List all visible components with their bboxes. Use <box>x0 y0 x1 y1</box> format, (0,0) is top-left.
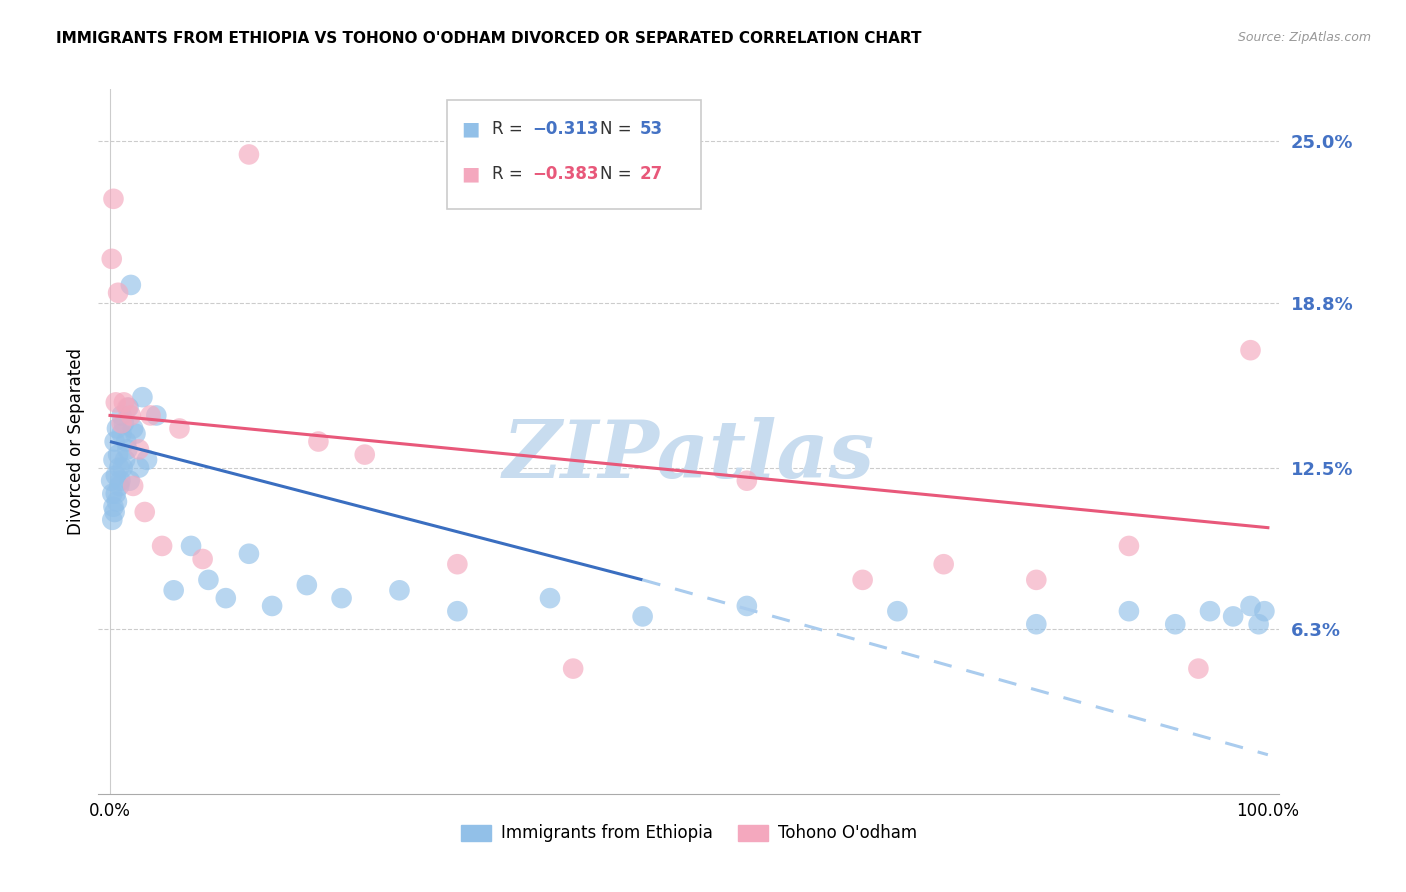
Point <box>735 599 758 613</box>
Point <box>1164 617 1187 632</box>
Point <box>197 573 219 587</box>
Point <box>139 409 162 423</box>
FancyBboxPatch shape <box>447 100 700 209</box>
Point <box>107 285 129 300</box>
Point <box>104 505 127 519</box>
Point <box>1187 662 1209 676</box>
Point <box>631 609 654 624</box>
Point <box>103 452 125 467</box>
Point <box>886 604 908 618</box>
Point <box>1247 617 1270 632</box>
Point <box>110 474 132 488</box>
Point <box>538 591 561 606</box>
Point <box>104 395 127 409</box>
Point <box>112 417 135 431</box>
Text: ■: ■ <box>461 164 479 183</box>
Point <box>110 409 132 423</box>
Point <box>180 539 202 553</box>
Point <box>117 401 139 415</box>
Text: Source: ZipAtlas.com: Source: ZipAtlas.com <box>1237 31 1371 45</box>
Point <box>114 452 136 467</box>
Point <box>108 479 131 493</box>
Point <box>932 558 955 572</box>
Point <box>101 487 124 501</box>
Point <box>163 583 186 598</box>
Point <box>105 494 128 508</box>
Point <box>104 468 127 483</box>
Point <box>330 591 353 606</box>
Point <box>388 583 411 598</box>
Text: N =: N = <box>600 165 637 183</box>
Point <box>1239 599 1261 613</box>
Point <box>117 401 139 415</box>
Point <box>128 442 150 457</box>
Point <box>1118 539 1140 553</box>
Point <box>238 147 260 161</box>
Point <box>307 434 329 449</box>
Point <box>124 426 146 441</box>
Point <box>169 421 191 435</box>
Point <box>100 252 122 266</box>
Point <box>238 547 260 561</box>
Point <box>100 474 122 488</box>
Point <box>122 479 145 493</box>
Point <box>105 421 128 435</box>
Text: 27: 27 <box>640 165 662 183</box>
Point <box>115 434 138 449</box>
Text: 53: 53 <box>640 120 662 138</box>
Point <box>107 448 129 462</box>
Point <box>103 500 125 514</box>
Point <box>1253 604 1275 618</box>
Point <box>104 434 127 449</box>
Point <box>122 421 145 435</box>
Point <box>1199 604 1222 618</box>
Point <box>118 474 141 488</box>
Point <box>446 604 468 618</box>
Point <box>1222 609 1244 624</box>
Point <box>112 395 135 409</box>
Point <box>852 573 875 587</box>
Text: ZIPatlas: ZIPatlas <box>503 417 875 494</box>
Point <box>104 487 127 501</box>
Point <box>134 505 156 519</box>
Text: −0.383: −0.383 <box>531 165 599 183</box>
Point <box>117 442 139 457</box>
Point <box>110 426 132 441</box>
Point <box>215 591 238 606</box>
Text: N =: N = <box>600 120 637 138</box>
Legend: Immigrants from Ethiopia, Tohono O'odham: Immigrants from Ethiopia, Tohono O'odham <box>454 818 924 849</box>
Point <box>131 390 153 404</box>
Text: R =: R = <box>492 165 527 183</box>
Point <box>191 552 214 566</box>
Point <box>262 599 284 613</box>
Point <box>295 578 318 592</box>
Text: −0.313: −0.313 <box>531 120 599 138</box>
Point <box>735 474 758 488</box>
Point <box>120 409 142 423</box>
Text: IMMIGRANTS FROM ETHIOPIA VS TOHONO O'ODHAM DIVORCED OR SEPARATED CORRELATION CHA: IMMIGRANTS FROM ETHIOPIA VS TOHONO O'ODH… <box>56 31 922 46</box>
Point <box>353 448 375 462</box>
Point <box>1025 617 1047 632</box>
Point <box>1239 343 1261 358</box>
Point <box>136 452 159 467</box>
Y-axis label: Divorced or Separated: Divorced or Separated <box>66 348 84 535</box>
Point <box>101 513 124 527</box>
Point <box>1025 573 1047 587</box>
Point <box>128 460 150 475</box>
Point <box>145 409 167 423</box>
Point <box>110 417 132 431</box>
Point <box>562 662 585 676</box>
Point <box>108 460 131 475</box>
Point <box>446 558 468 572</box>
Text: R =: R = <box>492 120 527 138</box>
Text: ■: ■ <box>461 120 479 139</box>
Point <box>111 460 134 475</box>
Point <box>150 539 173 553</box>
Point <box>103 192 125 206</box>
Point <box>1118 604 1140 618</box>
Point <box>120 277 142 292</box>
